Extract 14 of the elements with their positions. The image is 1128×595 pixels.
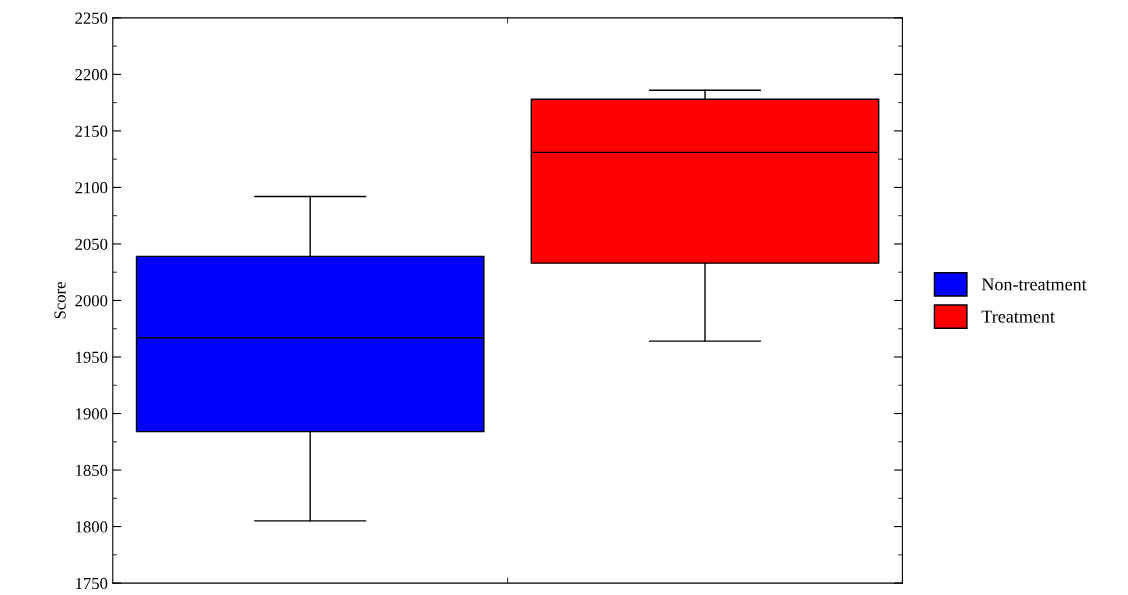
y-tick-label: 1800 <box>76 521 108 533</box>
y-tick-label: 2000 <box>75 295 108 307</box>
y-tick-label: 2250 <box>75 12 108 24</box>
legend-label: Non-treatment <box>981 278 1087 291</box>
y-tick-label: 1950 <box>76 351 108 363</box>
y-tick-label: 1900 <box>76 408 108 420</box>
legend-label: Treatment <box>981 310 1055 323</box>
y-tick-label: 1750 <box>76 577 108 590</box>
y-tick-label: 2150 <box>75 125 108 137</box>
y-tick-label: 2100 <box>75 182 108 194</box>
y-axis-title: Score <box>54 282 66 319</box>
y-tick-label: 1850 <box>76 464 108 476</box>
y-tick-label: 2200 <box>75 69 108 81</box>
y-tick-label: 2050 <box>75 238 108 250</box>
